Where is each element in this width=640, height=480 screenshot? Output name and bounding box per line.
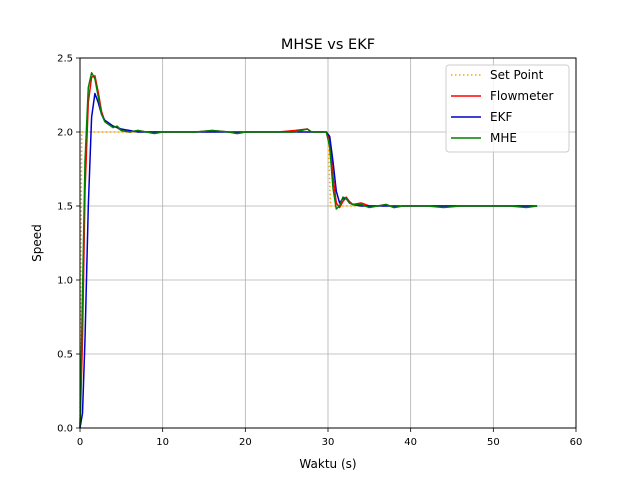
y-tick-label: 1.5 [57,202,73,213]
x-axis-ticks: 0 10 20 30 40 50 60 [77,428,583,448]
legend-box [445,64,570,153]
legend-label-set-point: Set Point [490,68,544,82]
x-tick-label: 30 [322,437,335,448]
y-tick-label: 2.5 [57,54,73,65]
legend-label-ekf: EKF [490,110,512,124]
chart-title: MHSE vs EKF [281,37,375,53]
x-tick-label: 60 [570,437,583,448]
x-tick-label: 20 [239,437,252,448]
series-line-mhe [79,72,538,429]
y-axis-label: Speed [30,224,44,262]
legend-label-mhe: MHE [490,131,517,145]
x-tick-label: 0 [77,437,83,448]
series-lines [79,72,538,429]
y-axis-ticks: 0.0 0.5 1.0 1.5 2.0 2.5 [57,54,80,435]
y-tick-label: 0.0 [57,424,73,435]
x-tick-label: 40 [404,437,417,448]
x-tick-label: 10 [156,437,169,448]
x-axis-label: Waktu (s) [299,457,356,471]
legend: Set Point Flowmeter EKF MHE [445,64,570,153]
y-tick-label: 2.0 [57,128,73,139]
y-tick-label: 1.0 [57,276,73,287]
legend-label-flowmeter: Flowmeter [490,89,554,103]
x-tick-label: 50 [487,437,500,448]
y-tick-label: 0.5 [57,350,73,361]
